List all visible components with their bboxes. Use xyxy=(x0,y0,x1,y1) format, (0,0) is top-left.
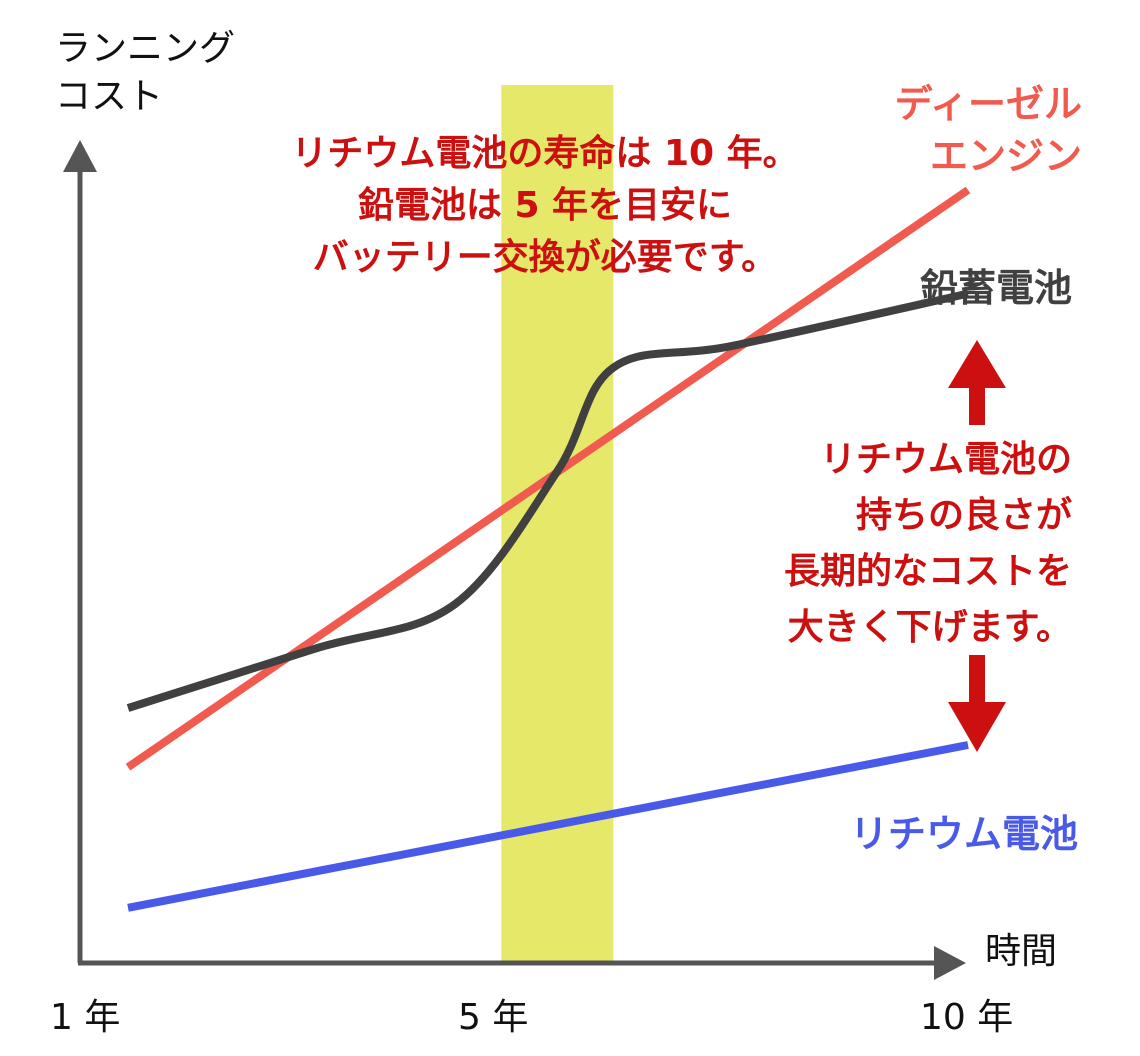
arrow-up-icon xyxy=(948,340,1006,388)
series-line-lead-acid xyxy=(126,289,969,712)
annotation-top-line-1: リチウム電池の寿命は 10 年。 xyxy=(291,133,799,174)
series-label-lead-acid-text: 鉛蓄電池 xyxy=(919,266,1072,310)
x-tick-label: 5 年 xyxy=(458,997,529,1038)
y-axis-label-line-2: コスト xyxy=(55,76,164,117)
annotation-top-line-3: バッテリー交換が必要です。 xyxy=(312,237,778,278)
series-label-lead-acid: 鉛蓄電池 xyxy=(920,262,1072,314)
series-label-diesel: ディーゼル エンジン xyxy=(895,78,1082,182)
x-tick-label: 10 年 xyxy=(920,997,1014,1038)
annotation-right-line-2: 持ちの良さが xyxy=(855,495,1072,536)
series-label-diesel-line-1: ディーゼル xyxy=(894,82,1082,126)
annotation-top-line-2: 鉛電池は 5 年を目安に xyxy=(357,185,733,226)
x-tick-label: 1 年 xyxy=(50,997,121,1038)
arrow-up-shaft xyxy=(969,385,985,425)
series-line-lithium xyxy=(127,741,969,912)
annotation-right-line-1: リチウム電池の xyxy=(819,439,1072,480)
series-label-lithium-text: リチウム電池 xyxy=(849,812,1078,856)
series-label-lithium: リチウム電池 xyxy=(850,808,1078,860)
arrow-down-shaft xyxy=(969,655,985,705)
annotation-top: リチウム電池の寿命は 10 年。 鉛電池は 5 年を目安に バッテリー交換が必要… xyxy=(290,128,800,284)
y-axis-label-line-1: ランニング xyxy=(55,28,236,69)
arrow-down-icon xyxy=(948,702,1006,752)
y-axis-arrowhead xyxy=(63,140,97,172)
y-axis-label: ランニング コスト xyxy=(55,25,235,121)
annotation-right: リチウム電池の 持ちの良さが 長期的なコストを 大きく下げます。 xyxy=(784,432,1072,656)
annotation-right-line-3: 長期的なコストを xyxy=(783,551,1072,592)
series-label-diesel-line-2: エンジン xyxy=(929,134,1082,178)
annotation-right-line-4: 大きく下げます。 xyxy=(787,607,1072,648)
x-axis-label: 時間 xyxy=(985,931,1058,972)
x-axis-arrowhead xyxy=(934,946,966,980)
